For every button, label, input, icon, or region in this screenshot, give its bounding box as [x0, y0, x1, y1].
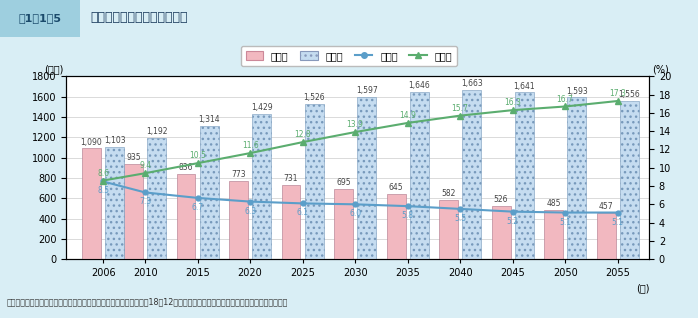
Bar — [124, 164, 143, 259]
Bar — [620, 101, 639, 259]
Bar — [567, 97, 586, 259]
Bar — [82, 149, 101, 259]
Bar — [439, 200, 458, 259]
Text: 773: 773 — [231, 170, 246, 179]
Text: 935: 935 — [126, 153, 141, 162]
Bar — [462, 90, 481, 259]
Text: 16.7: 16.7 — [557, 95, 574, 104]
Text: (年): (年) — [636, 283, 649, 293]
Text: 13.9: 13.9 — [347, 120, 364, 129]
Bar — [334, 189, 353, 259]
Text: 17.3: 17.3 — [609, 89, 626, 98]
Text: 11.6: 11.6 — [242, 142, 258, 150]
Bar — [514, 93, 534, 259]
Text: 資料：国立社会保障・人口問題研究所「日本の将来推計人口（平成18年12月推計）」の出生中位・死亡中位仮定による推計結果: 資料：国立社会保障・人口問題研究所「日本の将来推計人口（平成18年12月推計）」… — [7, 298, 288, 307]
Text: 1,663: 1,663 — [461, 80, 482, 88]
Text: 1,192: 1,192 — [146, 127, 168, 136]
Text: 6.3: 6.3 — [244, 207, 256, 216]
Bar — [200, 126, 218, 259]
Text: 16.3: 16.3 — [504, 98, 521, 107]
Text: 1,429: 1,429 — [251, 103, 272, 112]
Text: 5.1: 5.1 — [559, 218, 571, 226]
Text: 8.5: 8.5 — [97, 186, 109, 196]
Text: 14.9: 14.9 — [399, 111, 416, 120]
Text: 1,314: 1,314 — [198, 115, 220, 124]
Text: 出生数及び死亡数の将来推計: 出生数及び死亡数の将来推計 — [91, 11, 188, 24]
Text: 1,090: 1,090 — [81, 138, 103, 147]
Text: 8.6: 8.6 — [97, 169, 109, 178]
Text: 1,646: 1,646 — [408, 81, 430, 90]
Text: 6.0: 6.0 — [349, 209, 361, 218]
Text: 731: 731 — [284, 174, 298, 183]
Bar — [357, 97, 376, 259]
Text: 1,597: 1,597 — [356, 86, 378, 95]
Text: 7.3: 7.3 — [139, 197, 151, 206]
Text: 1,526: 1,526 — [304, 93, 325, 102]
FancyBboxPatch shape — [0, 0, 80, 37]
Text: 5.1: 5.1 — [611, 218, 623, 226]
Text: 6.1: 6.1 — [297, 208, 309, 218]
Bar — [305, 104, 324, 259]
Text: 485: 485 — [547, 199, 560, 208]
Text: 582: 582 — [441, 189, 456, 198]
Text: 5.8: 5.8 — [401, 211, 414, 220]
Text: 1,641: 1,641 — [513, 82, 535, 91]
Text: 5.5: 5.5 — [454, 214, 466, 223]
Bar — [229, 181, 248, 259]
Text: 1,556: 1,556 — [618, 90, 640, 99]
Legend: 出生数, 死亡数, 出生率, 死亡率: 出生数, 死亡数, 出生率, 死亡率 — [241, 46, 457, 66]
Text: 526: 526 — [493, 195, 508, 204]
Bar — [544, 210, 563, 259]
Text: (%): (%) — [652, 65, 669, 74]
Bar — [410, 92, 429, 259]
Bar — [597, 213, 616, 259]
Bar — [252, 114, 271, 259]
Text: 457: 457 — [599, 202, 614, 211]
Text: 1,103: 1,103 — [104, 136, 126, 145]
Bar — [387, 194, 406, 259]
Text: 5.2: 5.2 — [507, 217, 519, 226]
Text: 図1－1－5: 図1－1－5 — [19, 12, 61, 23]
Bar — [491, 206, 510, 259]
Text: 12.8: 12.8 — [295, 130, 311, 139]
Text: 9.4: 9.4 — [139, 162, 151, 170]
Bar — [177, 174, 195, 259]
Text: 695: 695 — [336, 178, 351, 187]
Bar — [147, 138, 166, 259]
Bar — [105, 147, 124, 259]
Bar — [281, 185, 301, 259]
Text: 1,593: 1,593 — [566, 86, 588, 95]
Text: 836: 836 — [179, 163, 193, 172]
Text: 645: 645 — [389, 183, 403, 192]
Text: (千人): (千人) — [44, 65, 64, 74]
Text: 15.7: 15.7 — [452, 104, 468, 113]
Text: 10.5: 10.5 — [189, 151, 206, 160]
Text: 6.7: 6.7 — [191, 203, 204, 212]
